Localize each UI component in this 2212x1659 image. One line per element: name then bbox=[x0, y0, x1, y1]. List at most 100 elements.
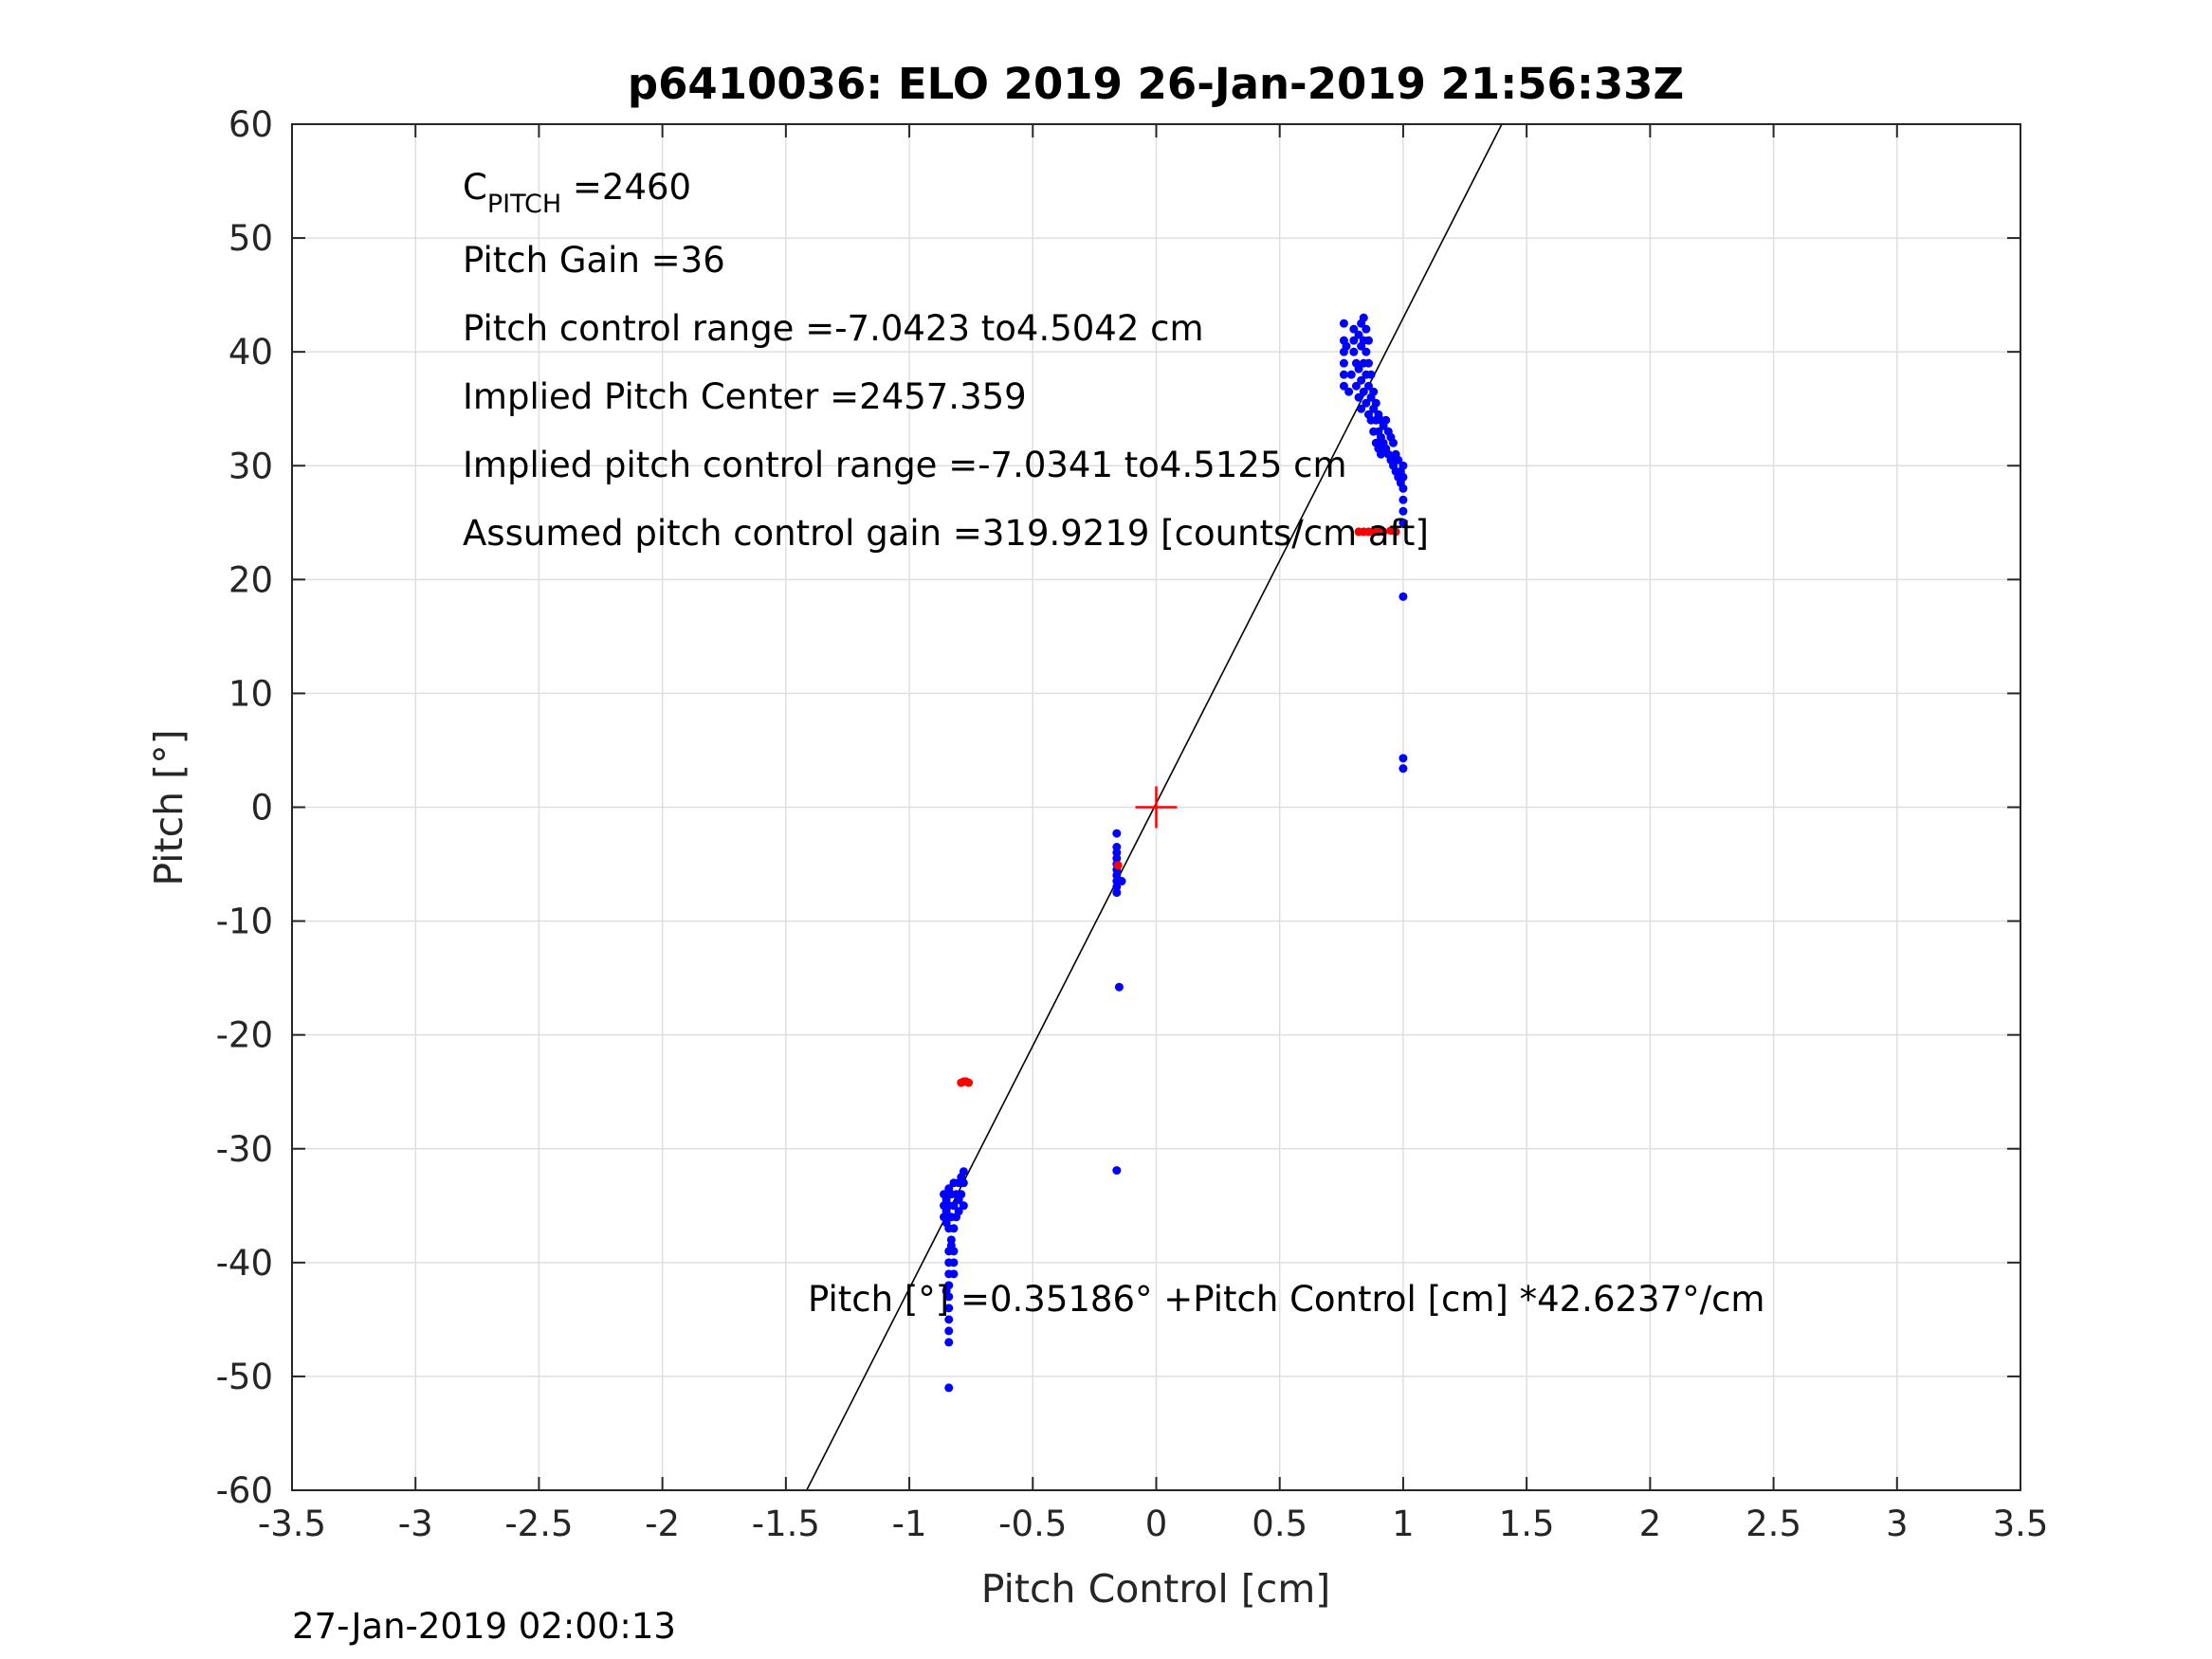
data-point bbox=[1362, 347, 1371, 356]
x-tick-label: 1.5 bbox=[1499, 1504, 1555, 1544]
data-point bbox=[949, 1269, 959, 1279]
data-point bbox=[1357, 404, 1366, 413]
data-point bbox=[944, 1326, 954, 1336]
data-point bbox=[1354, 392, 1363, 402]
x-tick-label: 3 bbox=[1886, 1504, 1909, 1544]
y-tick-label: 0 bbox=[250, 788, 273, 829]
data-point bbox=[1398, 472, 1408, 482]
x-axis-label: Pitch Control [cm] bbox=[981, 1566, 1331, 1612]
data-point bbox=[959, 1201, 968, 1211]
series-0-points bbox=[940, 313, 1408, 1393]
data-point bbox=[1398, 518, 1408, 527]
fit-equation-annotation: Pitch [°] =0.35186° +Pitch Control [cm] … bbox=[808, 1279, 1764, 1320]
axis-ticks bbox=[291, 123, 2021, 1491]
chart-title: p6410036: ELO 2019 26-Jan-2019 21:56:33Z bbox=[628, 59, 1684, 109]
x-tick-label: 3.5 bbox=[1993, 1504, 2049, 1544]
data-point bbox=[1354, 364, 1363, 374]
data-point bbox=[949, 1224, 959, 1233]
y-tick-label: -60 bbox=[216, 1470, 273, 1511]
data-point bbox=[944, 1315, 954, 1324]
data-point bbox=[1359, 313, 1368, 322]
footer-timestamp: 27-Jan-2019 02:00:13 bbox=[292, 1606, 676, 1647]
data-point bbox=[1351, 381, 1361, 391]
series-1-points bbox=[957, 526, 1400, 1087]
data-point bbox=[1398, 461, 1408, 470]
points-layer bbox=[940, 313, 1408, 1393]
x-tick-label: -3.5 bbox=[258, 1504, 326, 1544]
data-point bbox=[1349, 324, 1359, 334]
center-marker-layer bbox=[1135, 786, 1178, 829]
data-point bbox=[1112, 829, 1122, 838]
plot-frame bbox=[291, 123, 2021, 1491]
cpitch-subscript: PITCH bbox=[487, 190, 561, 219]
data-point bbox=[1112, 888, 1122, 898]
data-point bbox=[1363, 336, 1373, 345]
data-point bbox=[1379, 527, 1388, 537]
x-tick-label: 0.5 bbox=[1252, 1504, 1307, 1544]
data-point bbox=[1366, 370, 1376, 379]
control-range-annotation: Pitch control range =-7.0423 to4.5042 cm bbox=[463, 308, 1204, 349]
y-tick-labels: 60 50 40 30 20 10 0 -10 -20 -30 -40 -50 -60 bbox=[216, 104, 273, 1511]
data-point bbox=[1381, 415, 1391, 425]
data-point bbox=[1398, 495, 1408, 504]
pitch-gain-annotation: Pitch Gain =36 bbox=[463, 240, 725, 281]
implied-range-annotation: Implied pitch control range =-7.0341 to4… bbox=[463, 445, 1347, 485]
data-point bbox=[959, 1167, 968, 1176]
data-point bbox=[1339, 370, 1348, 379]
y-tick-label: -30 bbox=[216, 1129, 273, 1170]
cpitch-annotation: CPITCH =2460 bbox=[463, 167, 691, 219]
data-point bbox=[1339, 381, 1348, 391]
x-tick-label: 1 bbox=[1392, 1504, 1415, 1544]
data-point bbox=[1112, 1166, 1122, 1176]
x-tick-label: -0.5 bbox=[998, 1504, 1067, 1544]
x-tick-label: -1 bbox=[892, 1504, 927, 1544]
data-point bbox=[1354, 330, 1363, 339]
data-point bbox=[941, 1286, 951, 1296]
data-point bbox=[1376, 449, 1385, 459]
data-point bbox=[1369, 387, 1379, 396]
y-tick-label: 60 bbox=[229, 104, 273, 145]
data-point bbox=[1398, 592, 1408, 601]
data-point bbox=[1362, 398, 1371, 408]
data-point bbox=[964, 1078, 974, 1087]
y-tick-label: 10 bbox=[229, 673, 273, 714]
data-point bbox=[946, 1241, 956, 1250]
x-tick-label: 0 bbox=[1145, 1504, 1168, 1544]
y-tick-label: -50 bbox=[216, 1357, 273, 1397]
x-tick-label: -1.5 bbox=[752, 1504, 820, 1544]
y-tick-label: 40 bbox=[229, 332, 273, 373]
data-point bbox=[1389, 438, 1398, 447]
x-tick-labels: -3.5 -3 -2.5 -2 -1.5 -1 -0.5 0 0.5 1 1.5 2 2.5 3 3.5 bbox=[258, 1504, 2049, 1544]
data-point bbox=[1339, 319, 1348, 328]
x-tick-label: 2 bbox=[1639, 1504, 1662, 1544]
data-point bbox=[1394, 455, 1403, 465]
y-tick-label: 50 bbox=[229, 218, 273, 259]
data-point bbox=[1371, 398, 1380, 408]
data-point bbox=[944, 1383, 954, 1393]
y-tick-label: 30 bbox=[229, 446, 273, 486]
x-tick-label: 2.5 bbox=[1746, 1504, 1801, 1544]
data-point bbox=[1346, 370, 1356, 379]
data-point bbox=[944, 1304, 954, 1313]
data-point bbox=[1398, 764, 1408, 774]
y-tick-label: -10 bbox=[216, 902, 273, 942]
data-point bbox=[1391, 527, 1400, 537]
data-point bbox=[949, 1201, 959, 1211]
data-point bbox=[1114, 982, 1124, 992]
x-tick-label: -2.5 bbox=[504, 1504, 573, 1544]
data-point bbox=[1349, 347, 1359, 356]
data-point bbox=[959, 1178, 968, 1188]
assumed-gain-annotation: Assumed pitch control gain =319.9219 [co… bbox=[463, 513, 1429, 554]
cpitch-main: C bbox=[463, 167, 487, 208]
data-point bbox=[1339, 358, 1348, 368]
data-point bbox=[1342, 341, 1351, 351]
data-point bbox=[949, 1258, 959, 1267]
data-point bbox=[954, 1207, 963, 1216]
y-axis-label: Pitch [°] bbox=[146, 729, 192, 885]
data-point bbox=[1357, 375, 1366, 385]
data-point bbox=[1117, 877, 1126, 886]
data-point bbox=[1359, 387, 1368, 396]
data-point bbox=[957, 1190, 966, 1199]
data-point bbox=[1362, 324, 1371, 334]
